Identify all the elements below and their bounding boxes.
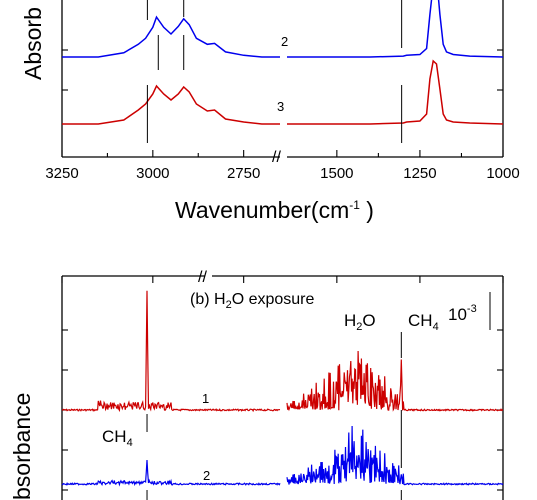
bottom-series-2-right: [286, 425, 504, 486]
ch4-annotation-left: CH4: [102, 427, 133, 449]
top-x-tick-label: 3250: [45, 165, 78, 182]
top-plot-frame: //: [61, 0, 504, 166]
bottom-ticks: [61, 276, 504, 491]
top-series-2-left: [62, 15, 280, 58]
top-x-tick-label: 1500: [320, 165, 353, 182]
top-x-tick-label: 2750: [227, 165, 260, 182]
top-y-axis-label: Absorb: [20, 7, 46, 80]
h2o-annotation: H2O: [344, 311, 376, 333]
top-markers: [146, 0, 403, 143]
bottom-series-1-right: [286, 350, 504, 412]
top-series-2-right: [287, 0, 504, 58]
top-x-tick-label: 1000: [486, 165, 519, 182]
bottom-panel: // (b) H2O exposure H2O CH4 CH4 10-3 1 2…: [9, 269, 504, 500]
top-series: [62, 0, 504, 125]
bottom-markers: [146, 332, 402, 500]
ch4-annotation-right: CH4: [408, 311, 439, 333]
bottom-series-1-left: [61, 290, 281, 413]
bottom-plot-frame: //: [61, 269, 504, 500]
series-label-3-top: 3: [277, 99, 284, 114]
top-panel: // 3250 3000 2750 1500 1250 1000 2 3 Absorb W…: [20, 0, 520, 223]
top-axis-break: //: [272, 149, 281, 166]
top-series-3-right: [287, 59, 504, 125]
top-ticks: [61, 49, 504, 157]
top-series-3-left: [62, 84, 280, 125]
bottom-series: [61, 290, 504, 487]
bottom-panel-title: (b) H2O exposure: [190, 291, 315, 311]
bottom-series-2-left: [61, 459, 281, 487]
series-label-1-bottom: 1: [202, 391, 209, 406]
top-x-tick-label: 3000: [136, 165, 169, 182]
bottom-axis-break: //: [198, 269, 207, 286]
top-x-tick-label: 1250: [403, 165, 436, 182]
top-tick-labels: 3250 3000 2750 1500 1250 1000: [45, 165, 519, 182]
top-x-axis-label: Wavenumber(cm-1 ): [175, 197, 374, 223]
scale-bar-label: 10-3: [448, 303, 477, 324]
series-label-2-top: 2: [281, 34, 288, 49]
bottom-y-axis-label: bsorbance: [9, 393, 35, 500]
series-label-2-bottom: 2: [203, 468, 210, 483]
